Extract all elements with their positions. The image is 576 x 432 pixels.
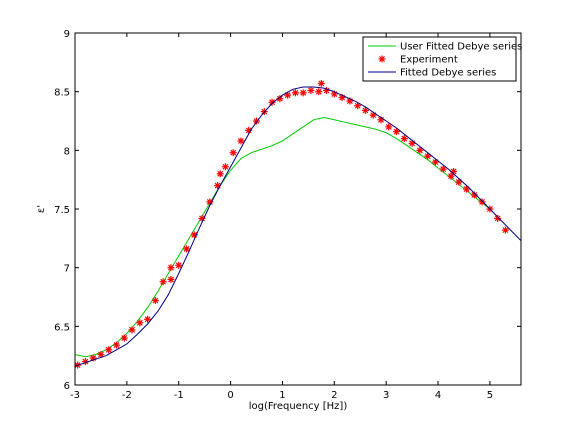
- x-tick-label: -2: [122, 390, 132, 401]
- experiment-point: [416, 146, 424, 154]
- experiment-point: [167, 275, 175, 283]
- experiment-point: [400, 135, 408, 143]
- experiment-point: [159, 278, 167, 286]
- experiment-point: [307, 86, 315, 94]
- series-group: [75, 79, 521, 369]
- experiment-point: [299, 89, 307, 97]
- legend-label: User Fitted Debye series: [400, 42, 522, 53]
- y-tick-label: 8: [64, 146, 70, 157]
- experiment-point: [393, 128, 401, 136]
- experiment-point: [105, 346, 113, 354]
- plot-area: [75, 33, 521, 385]
- experiment-point: [276, 95, 284, 103]
- experiment-point: [439, 165, 447, 173]
- user-fitted-debye-line: [75, 116, 491, 358]
- experiment-point: [128, 326, 136, 334]
- x-tick-label: 4: [435, 390, 441, 401]
- legend-label: Fitted Debye series: [400, 68, 496, 79]
- experiment-point: [268, 98, 276, 106]
- x-axis-label: log(Frequency [Hz]): [249, 401, 348, 412]
- experiment-point: [221, 163, 229, 171]
- x-tick-label: -1: [174, 390, 184, 401]
- legend-box: [362, 36, 517, 82]
- y-tick-label: 9: [64, 29, 70, 40]
- experiment-point: [237, 137, 245, 145]
- experiment-point: [151, 297, 159, 305]
- experiment-point: [361, 106, 369, 114]
- experiment-point: [431, 158, 439, 166]
- experiment-point: [229, 149, 237, 157]
- experiment-point: [315, 88, 323, 96]
- experiment-point: [354, 102, 362, 110]
- experiment-point: [463, 185, 471, 193]
- y-axis-label: ε': [36, 205, 47, 213]
- experiment-point: [97, 350, 105, 358]
- x-tick-label: 5: [487, 390, 493, 401]
- experiment-point: [136, 319, 144, 327]
- x-tick-label: 0: [227, 390, 233, 401]
- experiment-point: [167, 264, 175, 272]
- experiment-point: [501, 226, 509, 234]
- y-tick-label: 6.5: [54, 322, 70, 333]
- x-tick-label: 1: [279, 390, 285, 401]
- x-tick-label: 2: [331, 390, 337, 401]
- experiment-point: [317, 79, 325, 87]
- fitted-debye-line: [75, 86, 521, 367]
- legend-label: Experiment: [400, 55, 458, 66]
- y-tick-label: 6: [64, 381, 70, 392]
- experiment-point: [478, 198, 486, 206]
- experiment-point: [455, 178, 463, 186]
- y-tick-label: 8.5: [54, 88, 70, 99]
- experiment-point: [494, 214, 502, 222]
- y-tick-label: 7.5: [54, 205, 70, 216]
- experiment-point: [144, 315, 152, 323]
- y-tick-label: 7: [64, 264, 70, 275]
- experiment-point: [120, 334, 128, 342]
- experiment-point: [183, 245, 190, 253]
- experiment-point: [323, 86, 331, 94]
- experiment-point: [385, 123, 393, 131]
- experiment-point: [175, 261, 183, 269]
- x-tick-label: -3: [70, 390, 80, 401]
- legend-swatch: [378, 55, 386, 63]
- legend: User Fitted Debye series Experiment Fitted…: [362, 36, 522, 82]
- experiment-point: [450, 167, 458, 175]
- experiment-point: [284, 91, 292, 99]
- experiment-point: [198, 214, 206, 222]
- experiment-point: [112, 341, 120, 349]
- x-tick-label: 3: [383, 390, 389, 401]
- experiment-point: [424, 152, 432, 160]
- experiment-point: [291, 89, 299, 97]
- ticks-layer: -3 -2 -1 0 1 2 3 4 5 6 6.5 7 7.5 8 8.5 9: [54, 29, 521, 401]
- series-layer: [75, 79, 521, 369]
- experiment-point: [216, 170, 224, 178]
